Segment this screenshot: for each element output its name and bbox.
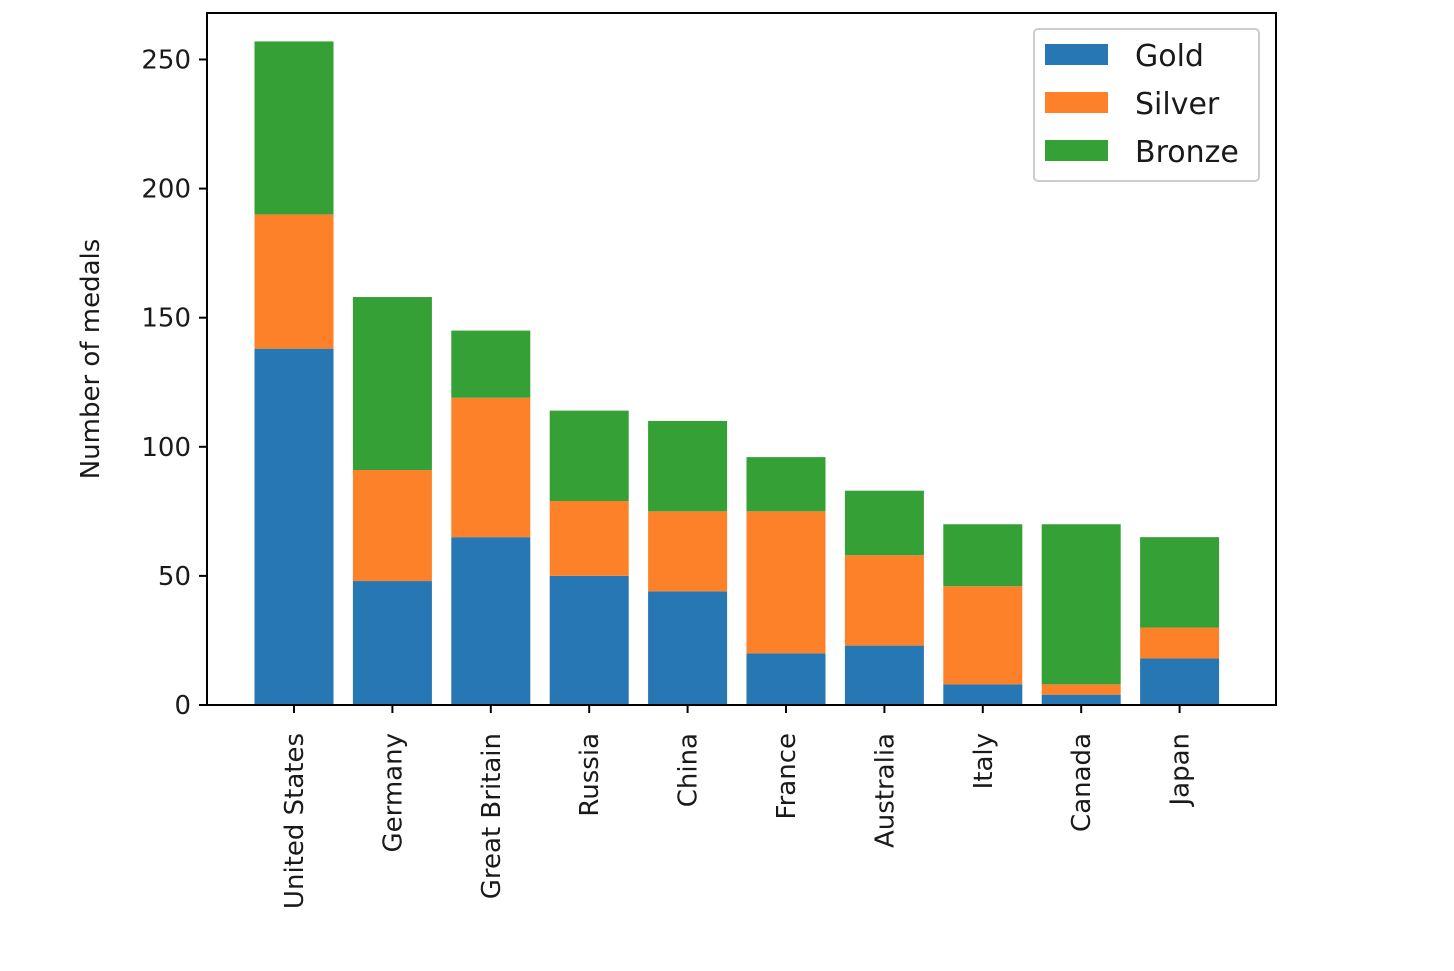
y-tick-label: 50 [158,562,191,592]
bar-bronze-japan [1140,537,1220,628]
bar-bronze-russia [549,410,629,502]
bar-bronze-canada [1041,524,1121,685]
bar-gold-france [746,653,826,705]
x-tick-label: China [674,733,704,807]
legend-swatch-bronze [1045,140,1108,161]
axes-layer [206,12,1277,706]
bar-bronze-germany [352,297,432,471]
bar-bronze-italy [943,524,1023,587]
bar-gold-great-britain [451,537,531,705]
legend-items: Gold Silver Bronze [1045,39,1239,170]
bar-bronze-australia [844,490,924,556]
legend-swatch-silver [1045,92,1108,113]
x-tick-label: Japan [1166,733,1196,808]
legend-swatch-gold [1045,44,1108,65]
x-tick-label: Germany [378,733,408,853]
x-tick-label: United States [280,733,310,909]
bar-gold-germany [352,581,432,705]
y-axis-title: Number of medals [76,239,106,480]
bar-bronze-great-britain [451,330,531,398]
bar-silver-canada [1041,684,1121,695]
bar-silver-italy [943,586,1023,685]
y-tick-label: 200 [141,175,191,205]
x-tick-label: Australia [870,733,900,848]
bar-gold-united-states [254,348,334,705]
bar-gold-canada [1041,694,1121,705]
plot-frame [206,12,1277,706]
bar-silver-france [746,511,826,654]
bar-silver-china [648,511,728,592]
bar-gold-australia [844,645,924,705]
x-tick-label: Italy [969,733,999,789]
x-tick-label: France [772,733,802,819]
bar-silver-australia [844,555,924,646]
bar-silver-great-britain [451,397,531,538]
bar-bronze-china [648,420,728,512]
y-tick-label: 250 [141,45,191,75]
legend: Gold Silver Bronze [1033,28,1260,182]
bar-silver-united-states [254,214,334,349]
legend-label-bronze: Bronze [1135,135,1239,170]
bar-silver-russia [549,501,629,576]
bar-bronze-united-states [254,41,334,215]
bar-silver-japan [1140,627,1220,659]
y-tick-label: 0 [174,691,191,721]
bar-gold-japan [1140,658,1220,705]
legend-label-gold: Gold [1135,39,1204,74]
bar-gold-china [648,591,728,705]
x-axis-ticks: United States Germany Great Britain Russia C… [280,705,1196,909]
y-tick-label: 150 [141,304,191,334]
bars-layer [254,41,1220,705]
y-tick-label: 100 [141,433,191,463]
y-axis-ticks: 0 50 100 150 200 250 [141,45,207,721]
x-tick-label: Russia [575,733,605,817]
bar-silver-germany [352,470,432,582]
x-tick-label: Great Britain [477,733,507,899]
bar-bronze-france [746,457,826,512]
x-tick-label: Canada [1067,733,1097,832]
bar-gold-russia [549,575,629,705]
legend-label-silver: Silver [1135,87,1220,122]
bar-gold-italy [943,684,1023,705]
